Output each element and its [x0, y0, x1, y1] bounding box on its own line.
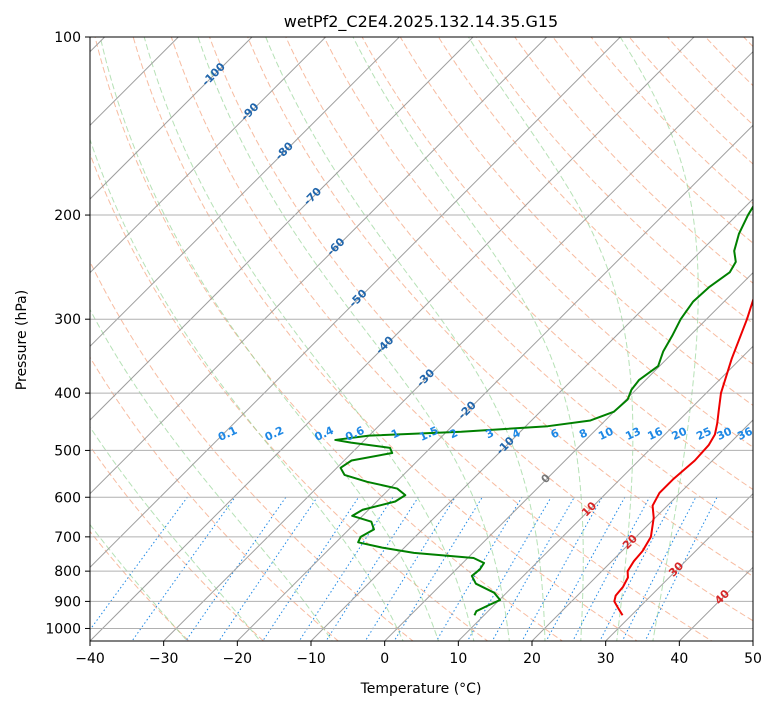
- x-tick-label: 30: [597, 651, 615, 667]
- x-tick-label: 20: [523, 651, 541, 667]
- isotherm-line: [90, 37, 548, 495]
- x-tick-label: −40: [75, 651, 105, 667]
- x-tick-label: −10: [296, 651, 326, 667]
- y-tick-label: 800: [54, 564, 81, 580]
- x-tick-label: 50: [744, 651, 762, 667]
- moist-adiabat: [90, 523, 188, 641]
- dry-adiabat: [90, 356, 340, 641]
- temperature-profile: [613, 297, 753, 616]
- x-tick-label: 40: [670, 651, 688, 667]
- mixing-ratio-label: 13: [623, 425, 642, 443]
- isotherm-line: [90, 37, 695, 641]
- isotherm-line: [90, 37, 253, 200]
- isotherm-line: [90, 37, 622, 569]
- x-tick-label: 10: [449, 651, 467, 667]
- reference-lines: [90, 37, 753, 641]
- y-tick-label: 400: [54, 386, 81, 402]
- dry-adiabat: [208, 37, 753, 622]
- mixing-ratio-line: [325, 496, 419, 641]
- dry-adiabat: [90, 445, 265, 641]
- mixing-ratio-label: 20: [670, 425, 690, 443]
- y-tick-label: 700: [54, 530, 81, 546]
- isotherm-line: [310, 198, 753, 641]
- dry-adiabat: [170, 37, 713, 641]
- isotherm-line: [531, 419, 753, 641]
- y-tick-label: 900: [54, 594, 81, 610]
- plot-frame: [89, 36, 754, 642]
- y-tick-label: 1000: [45, 621, 81, 637]
- isotherm-line: [457, 345, 753, 641]
- dry-adiabat: [361, 37, 753, 448]
- mixing-ratio-line: [90, 496, 188, 631]
- x-tick-label: −20: [223, 651, 253, 667]
- x-axis-title: Temperature (°C): [360, 681, 482, 697]
- y-axis-title: Pressure (hPa): [14, 290, 30, 390]
- mixing-ratio-line: [262, 496, 360, 641]
- dry-adiabat: [399, 37, 753, 407]
- dry-adiabat: [437, 37, 753, 365]
- isotherm-line: [90, 37, 327, 274]
- dry-adiabat: [94, 37, 564, 641]
- isotherm-line: [90, 37, 474, 421]
- dry-adiabat: [514, 37, 753, 284]
- y-tick-label: 300: [54, 312, 81, 328]
- dry-adiabat: [476, 37, 753, 325]
- x-tick-label: −30: [149, 651, 179, 667]
- mixing-ratio-line: [621, 497, 697, 641]
- dry-adiabat: [285, 37, 753, 534]
- x-tick-label: 0: [380, 651, 389, 667]
- dry-adiabat: [247, 37, 753, 577]
- dry-adiabat: [90, 152, 489, 641]
- isotherm-line: [604, 492, 753, 641]
- mixing-ratio-line: [491, 496, 575, 641]
- isotherm-line: [236, 124, 753, 641]
- profile-lines: [334, 204, 753, 616]
- dry-adiabat: [323, 37, 753, 491]
- y-tick-label: 200: [54, 208, 81, 224]
- mixing-ratio-label: 16: [646, 425, 666, 443]
- mixing-ratio-line: [545, 497, 626, 641]
- mixing-ratio-label: 25: [694, 425, 713, 443]
- dry-adiabat: [132, 37, 638, 641]
- y-tick-label: 500: [54, 443, 81, 459]
- mixing-ratio-label: 10: [596, 425, 616, 443]
- mixing-ratio-line: [521, 497, 603, 641]
- mixing-ratio-line: [644, 497, 718, 641]
- dry-adiabat: [552, 37, 753, 244]
- isotherm-line: [162, 50, 753, 641]
- mixing-ratio-line: [599, 497, 676, 641]
- dry-adiabat: [90, 260, 414, 641]
- y-tick-label: 600: [54, 490, 81, 506]
- mixing-ratio-line: [364, 496, 456, 641]
- mixing-ratio-line: [572, 497, 650, 641]
- mixing-ratio-label: 30: [715, 425, 735, 443]
- dewpoint-profile: [334, 204, 753, 616]
- axes: −40 −30 −20 −10 0 10 20 30 40 50 100 200 300 400 500 60…: [45, 30, 762, 667]
- chart-title: wetPf2_C2E4.2025.132.14.35.G15: [284, 12, 558, 32]
- mixing-ratio-label: 36: [735, 425, 755, 443]
- mixing-ratio-line: [218, 496, 318, 641]
- isotherm-line: [90, 37, 401, 348]
- isotherm-line: [383, 271, 753, 641]
- y-tick-label: 100: [54, 30, 81, 46]
- mixing-ratio-line: [298, 496, 394, 641]
